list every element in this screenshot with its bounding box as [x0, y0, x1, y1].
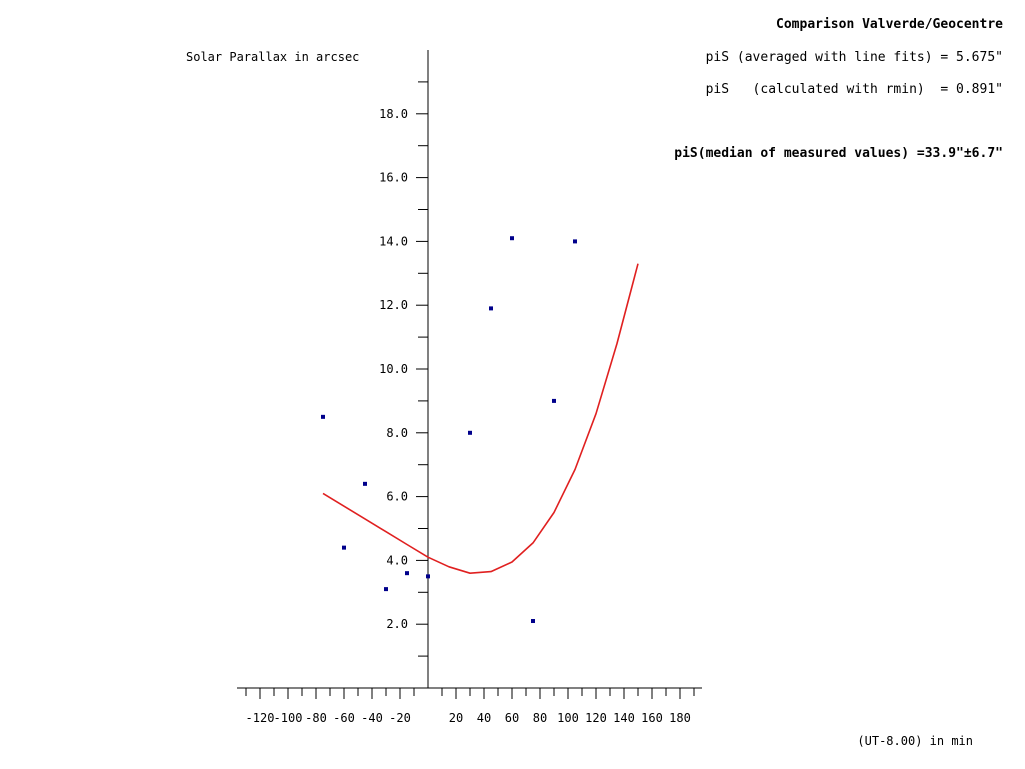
x-tick-label: 160 — [641, 711, 663, 725]
y-tick-label: 8.0 — [386, 426, 408, 440]
x-tick-label: -80 — [305, 711, 327, 725]
data-point — [468, 430, 472, 435]
data-point — [573, 239, 577, 244]
x-tick-label: 20 — [449, 711, 463, 725]
x-tick-label: 60 — [505, 711, 519, 725]
x-tick-label: -20 — [389, 711, 411, 725]
data-point — [531, 619, 535, 624]
y-tick-label: 16.0 — [379, 171, 408, 185]
axes: -120 -100 -80 -60 -40 -20 20 40 60 80 100 120 140 160… — [237, 50, 702, 725]
x-tick-label: 100 — [557, 711, 579, 725]
x-tick-label: 140 — [613, 711, 635, 725]
fit-curve — [322, 263, 639, 575]
data-point — [384, 587, 388, 592]
data-point — [405, 571, 409, 576]
x-tick-label: -40 — [361, 711, 383, 725]
y-tick-label: 12.0 — [379, 298, 408, 312]
x-tick-label: -100 — [274, 711, 303, 725]
y-tick-label: 2.0 — [386, 617, 408, 631]
data-point — [552, 398, 556, 403]
y-tick-label: 4.0 — [386, 553, 408, 567]
y-axis-label: Solar Parallax in arcsec — [186, 50, 359, 64]
x-tick-label: -120 — [246, 711, 275, 725]
data-point — [510, 236, 514, 241]
data-point — [363, 481, 367, 486]
data-point — [342, 545, 346, 550]
y-tick-label: 18.0 — [379, 107, 408, 121]
y-tick-label: 6.0 — [386, 490, 408, 504]
annotation-rmin: piS (calculated with rmin) = 0.891" — [706, 82, 1003, 97]
y-tick-label: 10.0 — [379, 362, 408, 376]
x-axis-label: (UT-8.00) in min — [857, 734, 973, 748]
x-tick-label: 80 — [533, 711, 547, 725]
chart-title: Comparison Valverde/Geocentre — [776, 17, 1003, 32]
x-tick-label: 40 — [477, 711, 491, 725]
x-tick-label: 180 — [669, 711, 691, 725]
x-tick-label: -60 — [333, 711, 355, 725]
data-point — [489, 306, 493, 311]
annotation-median: piS(median of measured values) =33.9"±6.… — [674, 146, 1003, 161]
annotation-averaged: piS (averaged with line fits) = 5.675" — [706, 50, 1003, 65]
data-point — [426, 574, 430, 579]
y-tick-label: 14.0 — [379, 234, 408, 248]
marks — [321, 236, 639, 624]
data-point — [321, 414, 325, 419]
x-tick-label: 120 — [585, 711, 607, 725]
